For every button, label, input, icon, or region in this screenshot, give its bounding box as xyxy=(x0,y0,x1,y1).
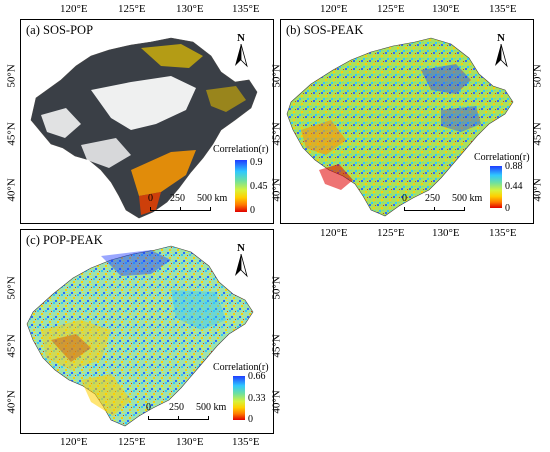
bottom-axis-label-130: 130°E xyxy=(176,436,204,448)
north-arrow-b: N xyxy=(491,32,511,75)
scale-500-b: 500 km xyxy=(452,193,483,204)
scale-tick-b3 xyxy=(464,207,465,211)
lat-label-45-c-right: 45°N xyxy=(270,334,283,358)
legend-max-a: 0.9 xyxy=(250,157,263,168)
north-letter-a: N xyxy=(237,32,245,44)
orange-patch-a1 xyxy=(131,150,196,196)
region-shape-a xyxy=(30,37,258,219)
blue-patch-c1 xyxy=(101,250,171,276)
lat-label-50-c: 50°N xyxy=(5,276,18,300)
scale-tick-a2 xyxy=(180,207,181,211)
lat-label-45-b-left: 45°N xyxy=(270,122,283,146)
scale-tick-a1 xyxy=(150,207,151,211)
scale-500-a: 500 km xyxy=(197,193,228,204)
top-axis-label-135-b: 135°E xyxy=(489,3,517,15)
blue-patch-b1 xyxy=(421,64,471,94)
north-letter-c: N xyxy=(237,242,245,254)
north-letter-b: N xyxy=(497,32,505,44)
scale-250-c: 250 xyxy=(169,402,184,413)
panel-a-title: (a) SOS-POP xyxy=(26,23,94,37)
bottom-axis-label-120: 120°E xyxy=(60,436,88,448)
bottom-axis-label-135-b: 135°E xyxy=(489,227,517,239)
lat-label-40-b: 40°N xyxy=(531,178,544,202)
panel-c: (c) POP-PEAK N Correlation(r) 0.66 0.33 … xyxy=(20,229,274,434)
lat-label-50-b: 50°N xyxy=(531,64,544,88)
scale-0-b: 0 xyxy=(402,193,407,204)
map-c xyxy=(26,245,254,427)
scale-250-b: 250 xyxy=(425,193,440,204)
top-axis-label-130-b: 130°E xyxy=(432,3,460,15)
top-axis-label-130: 130°E xyxy=(176,3,204,15)
lat-label-40-c-right: 40°N xyxy=(270,390,283,414)
legend-max-c: 0.66 xyxy=(248,371,266,382)
bottom-axis-label-125-b: 125°E xyxy=(377,227,405,239)
nodata-patch-a3 xyxy=(81,138,131,168)
legend-mid-a: 0.45 xyxy=(250,181,268,192)
legend-colorbar-b xyxy=(490,166,502,208)
scale-250-a: 250 xyxy=(170,193,185,204)
legend-mid-b: 0.44 xyxy=(505,181,523,192)
top-axis-label-120-b: 120°E xyxy=(320,3,348,15)
legend-title-a: Correlation(r) xyxy=(213,144,269,155)
red-patch-b1 xyxy=(319,164,353,190)
scale-0-a: 0 xyxy=(148,193,153,204)
legend-colorbar-c xyxy=(233,376,245,420)
legend-min-c: 0 xyxy=(248,414,253,425)
scale-tick-b1 xyxy=(404,207,405,211)
lat-label-40-c: 40°N xyxy=(5,390,18,414)
scale-tick-b2 xyxy=(434,207,435,211)
top-axis-label-135: 135°E xyxy=(232,3,260,15)
yellow-patch-a1 xyxy=(141,44,203,68)
top-axis-label-125: 125°E xyxy=(118,3,146,15)
yellow-patch-c2 xyxy=(81,374,131,416)
lat-label-40-a: 40°N xyxy=(5,178,18,202)
bottom-axis-label-130-b: 130°E xyxy=(432,227,460,239)
orange-patch-c1 xyxy=(51,334,91,362)
panel-b-title: (b) SOS-PEAK xyxy=(286,23,364,37)
scale-tick-c2 xyxy=(178,416,179,420)
north-arrow-icon xyxy=(495,43,508,68)
panel-c-title: (c) POP-PEAK xyxy=(26,233,103,247)
scale-tick-c1 xyxy=(148,416,149,420)
scale-tick-a3 xyxy=(210,207,211,211)
map-b xyxy=(286,37,514,217)
north-arrow-icon xyxy=(235,253,248,278)
blue-patch-b2 xyxy=(441,106,481,132)
red-patch-a1 xyxy=(139,192,161,215)
yellow-patch-a2 xyxy=(206,86,246,112)
bottom-axis-label-120-b: 120°E xyxy=(320,227,348,239)
bottom-axis-label-125: 125°E xyxy=(118,436,146,448)
legend-title-c: Correlation(r) xyxy=(213,362,269,373)
legend-min-a: 0 xyxy=(250,205,255,216)
lat-label-45-b: 45°N xyxy=(531,122,544,146)
lat-label-45-a: 45°N xyxy=(5,122,18,146)
north-arrow-icon xyxy=(235,43,248,68)
legend-title-b: Correlation(r) xyxy=(474,152,530,163)
panel-b: (b) SOS-PEAK N Correlation(r) 0.88 0.44 … xyxy=(280,19,534,224)
scale-tick-c3 xyxy=(208,416,209,420)
scale-0-c: 0 xyxy=(146,402,151,413)
legend-min-b: 0 xyxy=(505,203,510,214)
lat-label-50-c-right: 50°N xyxy=(270,276,283,300)
north-arrow-c: N xyxy=(231,242,251,285)
north-arrow-a: N xyxy=(231,32,251,75)
top-axis-label-120: 120°E xyxy=(60,3,88,15)
lat-label-50-b-left: 50°N xyxy=(270,64,283,88)
nodata-patch-a1 xyxy=(91,76,196,130)
lat-label-50-a: 50°N xyxy=(5,64,18,88)
lat-label-40-b-left: 40°N xyxy=(270,178,283,202)
legend-colorbar-a xyxy=(235,160,247,212)
bottom-axis-label-135: 135°E xyxy=(232,436,260,448)
cyan-patch-c1 xyxy=(171,290,226,330)
panel-a: (a) SOS-POP N Correlation(r) 0.9 0.45 0 … xyxy=(20,19,274,224)
legend-mid-c: 0.33 xyxy=(248,393,266,404)
map-a xyxy=(30,37,258,219)
orange-patch-b1 xyxy=(301,120,346,155)
legend-max-b: 0.88 xyxy=(505,161,523,172)
lat-label-45-c: 45°N xyxy=(5,334,18,358)
scale-500-c: 500 km xyxy=(196,402,227,413)
nodata-patch-a2 xyxy=(41,108,81,138)
top-axis-label-125-b: 125°E xyxy=(377,3,405,15)
